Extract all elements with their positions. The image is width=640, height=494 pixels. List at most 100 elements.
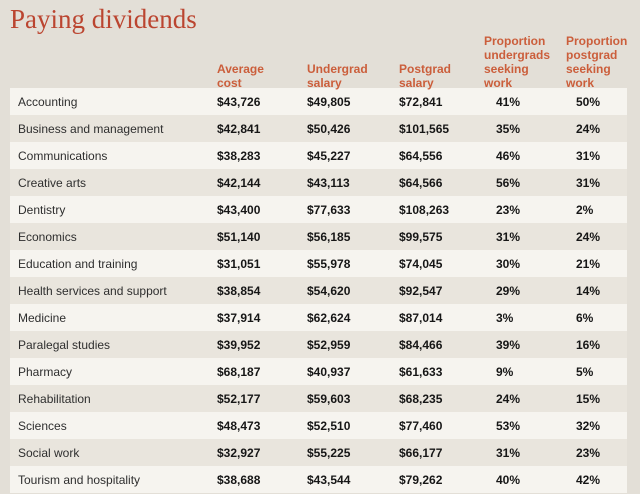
average-cost-cell: $32,927 <box>217 445 261 460</box>
proportion-postgrad-seeking-cell: 23% <box>576 445 601 460</box>
average-cost-cell: $38,688 <box>217 472 261 487</box>
page-title: Paying dividends <box>10 4 197 34</box>
proportion-undergrads-seeking-cell: 40% <box>496 472 521 487</box>
table-row: Health services and support $38,854 $54,… <box>10 277 627 304</box>
table-row: Social work $32,927 $55,225 $66,177 31% … <box>10 439 627 466</box>
proportion-undergrads-seeking-cell: 39% <box>496 337 521 352</box>
postgrad-salary-cell: $64,566 <box>399 175 443 190</box>
undergrad-salary-cell: $52,959 <box>307 337 351 352</box>
undergrad-salary-cell: $54,620 <box>307 283 351 298</box>
proportion-postgrad-seeking-cell: 16% <box>576 337 601 352</box>
table-row: Creative arts $42,144 $43,113 $64,566 56… <box>10 169 627 196</box>
postgrad-salary-cell: $87,014 <box>399 310 443 325</box>
average-cost-cell: $43,726 <box>217 94 261 109</box>
table-row: Medicine $37,914 $62,624 $87,014 3% 6% <box>10 304 627 331</box>
proportion-undergrads-seeking-cell: 31% <box>496 445 521 460</box>
undergrad-salary-cell: $50,426 <box>307 121 351 136</box>
table-row: Paralegal studies $39,952 $52,959 $84,46… <box>10 331 627 358</box>
undergrad-salary-cell: $52,510 <box>307 418 351 433</box>
proportion-undergrads-seeking-cell: 56% <box>496 175 521 190</box>
average-cost-cell: $42,144 <box>217 175 261 190</box>
postgrad-salary-cell: $66,177 <box>399 445 443 460</box>
undergrad-salary-cell: $43,544 <box>307 472 351 487</box>
proportion-undergrads-seeking-cell: 29% <box>496 283 521 298</box>
postgrad-salary-cell: $79,262 <box>399 472 443 487</box>
table-row: Tourism and hospitality $38,688 $43,544 … <box>10 466 627 493</box>
undergrad-salary-cell: $55,978 <box>307 256 351 271</box>
row-label: Accounting <box>18 94 78 109</box>
table-body: Accounting $43,726 $49,805 $72,841 41% 5… <box>0 88 640 493</box>
proportion-undergrads-seeking-cell: 31% <box>496 229 521 244</box>
average-cost-cell: $48,473 <box>217 418 261 433</box>
proportion-postgrad-seeking-cell: 14% <box>576 283 601 298</box>
average-cost-cell: $37,914 <box>217 310 261 325</box>
row-label: Dentistry <box>18 202 66 217</box>
proportion-postgrad-seeking-cell: 15% <box>576 391 601 406</box>
average-cost-cell: $68,187 <box>217 364 261 379</box>
row-label: Social work <box>18 445 80 460</box>
row-label: Communications <box>18 148 108 163</box>
proportion-undergrads-seeking-cell: 9% <box>496 364 514 379</box>
row-label: Business and management <box>18 121 164 136</box>
proportion-postgrad-seeking-cell: 42% <box>576 472 601 487</box>
postgrad-salary-cell: $61,633 <box>399 364 443 379</box>
table-row: Accounting $43,726 $49,805 $72,841 41% 5… <box>10 88 627 115</box>
postgrad-salary-cell: $99,575 <box>399 229 443 244</box>
proportion-undergrads-seeking-cell: 53% <box>496 418 521 433</box>
table-row: Business and management $42,841 $50,426 … <box>10 115 627 142</box>
postgrad-salary-cell: $108,263 <box>399 202 450 217</box>
postgrad-salary-cell: $84,466 <box>399 337 443 352</box>
row-label: Rehabilitation <box>18 391 91 406</box>
postgrad-salary-cell: $72,841 <box>399 94 443 109</box>
undergrad-salary-cell: $62,624 <box>307 310 351 325</box>
undergrad-salary-cell: $77,633 <box>307 202 351 217</box>
undergrad-salary-cell: $59,603 <box>307 391 351 406</box>
average-cost-cell: $39,952 <box>217 337 261 352</box>
table-row: Pharmacy $68,187 $40,937 $61,633 9% 5% <box>10 358 627 385</box>
row-label: Tourism and hospitality <box>18 472 141 487</box>
undergrad-salary-cell: $45,227 <box>307 148 351 163</box>
table-row: Economics $51,140 $56,185 $99,575 31% 24… <box>10 223 627 250</box>
row-label: Medicine <box>18 310 67 325</box>
proportion-undergrads-seeking-cell: 24% <box>496 391 521 406</box>
proportion-undergrads-seeking-cell: 46% <box>496 148 521 163</box>
undergrad-salary-cell: $40,937 <box>307 364 351 379</box>
average-cost-cell: $51,140 <box>217 229 261 244</box>
header-proportion-undergrads-seeking-work: Proportion undergrads seeking work <box>484 34 551 90</box>
header-undergrad-salary: Undergrad salary <box>307 62 368 90</box>
proportion-postgrad-seeking-cell: 24% <box>576 121 601 136</box>
proportion-undergrads-seeking-cell: 30% <box>496 256 521 271</box>
average-cost-cell: $31,051 <box>217 256 261 271</box>
proportion-postgrad-seeking-cell: 21% <box>576 256 601 271</box>
proportion-postgrad-seeking-cell: 5% <box>576 364 594 379</box>
row-label: Paralegal studies <box>18 337 111 352</box>
average-cost-cell: $38,283 <box>217 148 261 163</box>
header-proportion-postgrad-seeking-work: Proportion postgrad seeking work <box>566 34 628 90</box>
undergrad-salary-cell: $43,113 <box>307 175 350 190</box>
average-cost-cell: $52,177 <box>217 391 261 406</box>
header-postgrad-salary: Postgrad salary <box>399 62 452 90</box>
postgrad-salary-cell: $77,460 <box>399 418 443 433</box>
undergrad-salary-cell: $55,225 <box>307 445 351 460</box>
average-cost-cell: $38,854 <box>217 283 261 298</box>
row-label: Creative arts <box>18 175 87 190</box>
postgrad-salary-cell: $68,235 <box>399 391 443 406</box>
proportion-postgrad-seeking-cell: 32% <box>576 418 601 433</box>
table-row: Dentistry $43,400 $77,633 $108,263 23% 2… <box>10 196 627 223</box>
table-row: Education and training $31,051 $55,978 $… <box>10 250 627 277</box>
proportion-undergrads-seeking-cell: 35% <box>496 121 521 136</box>
row-label: Pharmacy <box>18 364 73 379</box>
average-cost-cell: $42,841 <box>217 121 261 136</box>
proportion-undergrads-seeking-cell: 3% <box>496 310 514 325</box>
row-label: Sciences <box>18 418 67 433</box>
undergrad-salary-cell: $49,805 <box>307 94 351 109</box>
proportion-postgrad-seeking-cell: 6% <box>576 310 594 325</box>
table-row: Communications $38,283 $45,227 $64,556 4… <box>10 142 627 169</box>
postgrad-salary-cell: $74,045 <box>399 256 443 271</box>
proportion-postgrad-seeking-cell: 24% <box>576 229 601 244</box>
row-label: Economics <box>18 229 77 244</box>
postgrad-salary-cell: $101,565 <box>399 121 450 136</box>
average-cost-cell: $43,400 <box>217 202 261 217</box>
postgrad-salary-cell: $92,547 <box>399 283 443 298</box>
